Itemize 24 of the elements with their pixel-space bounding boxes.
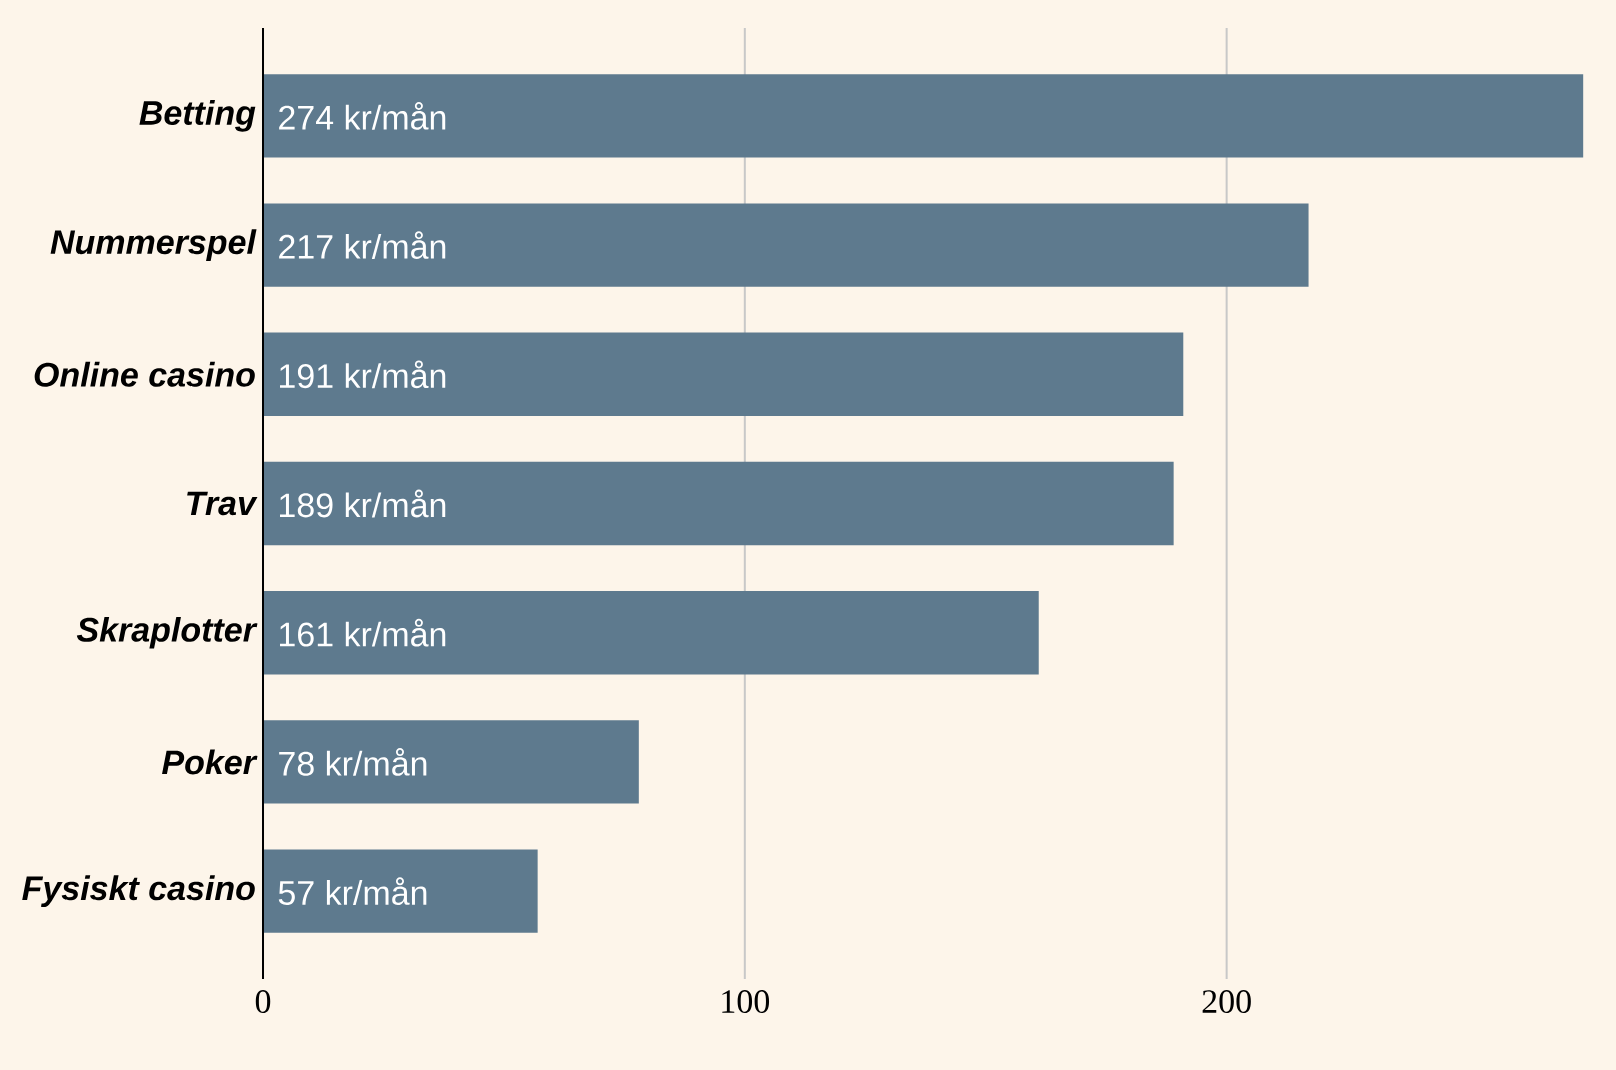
data-label: 78 kr/mån	[279, 748, 427, 776]
bar	[263, 720, 639, 804]
data-label: 161 kr/mån	[280, 618, 446, 647]
x-tick-label: 100	[722, 990, 770, 1014]
y-tick-label: Trav	[187, 491, 258, 516]
bar	[263, 591, 1039, 675]
data-label: 189 kr/mån	[280, 489, 446, 518]
data-label: 217 kr/mån	[279, 231, 446, 259]
bar	[263, 461, 1174, 546]
y-tick-label: Online casino	[34, 361, 255, 387]
y-tick-label: Poker	[162, 749, 258, 775]
y-tick-label: Fysiskt casino	[22, 875, 255, 907]
bar	[263, 849, 538, 933]
y-tick-label: Betting	[139, 100, 256, 132]
y-tick-label: Nummerspel	[50, 229, 257, 261]
data-label: 274 kr/mån	[279, 101, 446, 130]
x-tick-label: 0	[255, 990, 271, 1014]
bar	[263, 332, 1184, 416]
data-label: 191 kr/mån	[280, 360, 446, 389]
y-tick-label: Skraplotter	[76, 616, 258, 649]
x-tick-label: 200	[1202, 990, 1251, 1014]
data-label: 57 kr/mån	[278, 877, 427, 906]
bar	[263, 74, 1584, 158]
bar	[263, 203, 1309, 287]
